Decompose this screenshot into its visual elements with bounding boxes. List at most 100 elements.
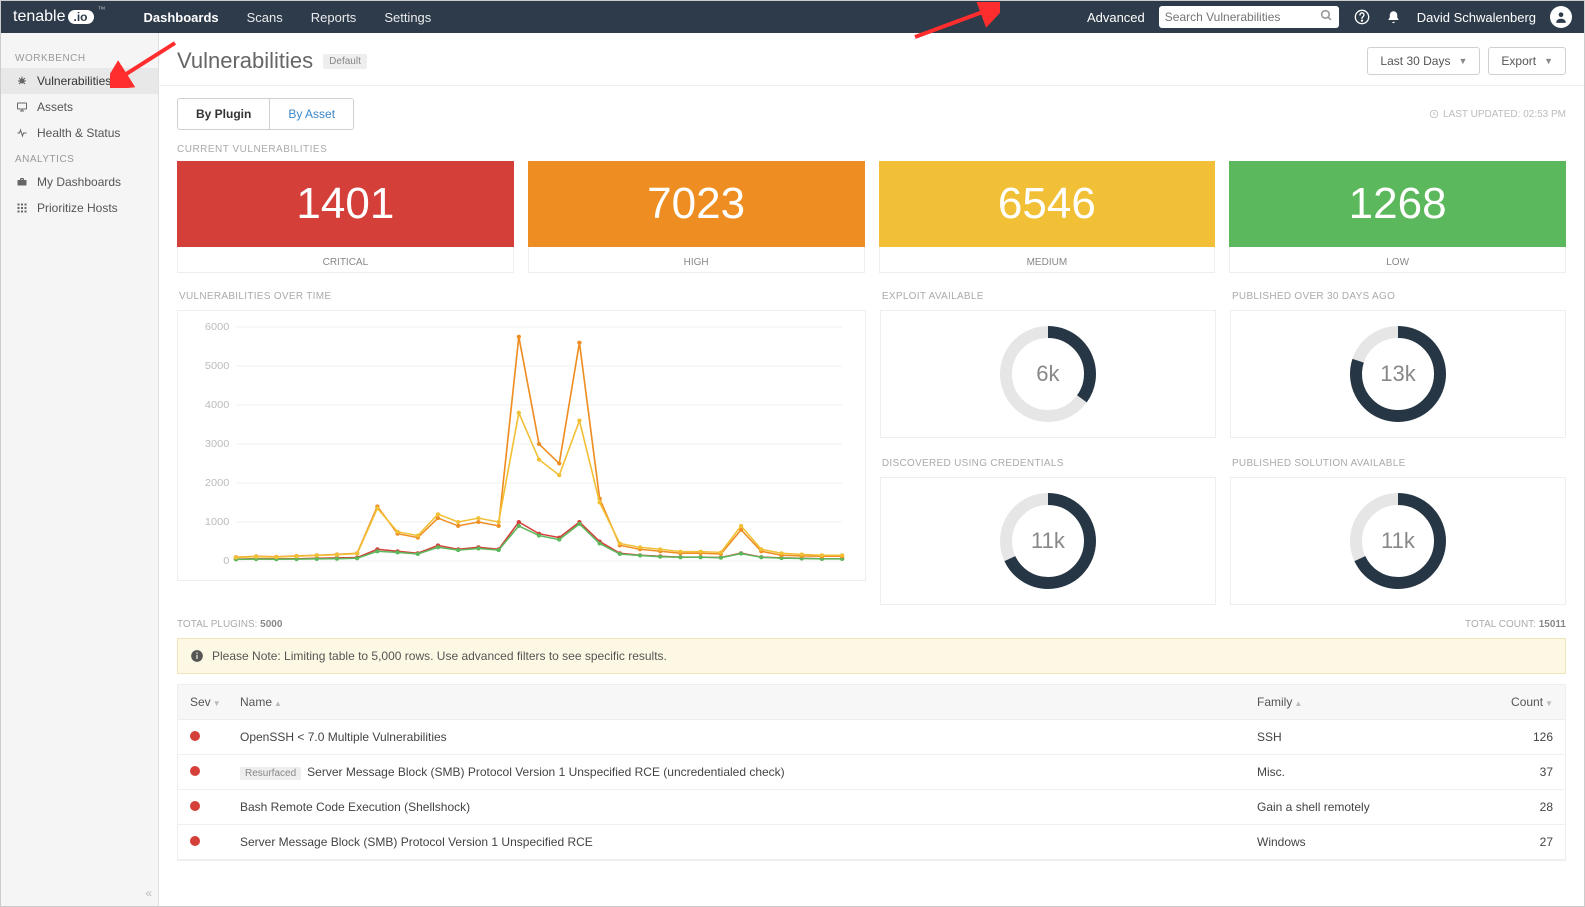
grid-icon: [15, 201, 29, 215]
card-label: HIGH: [528, 247, 865, 273]
donut-label: EXPLOIT AVAILABLE: [880, 277, 1216, 306]
summary-card-low[interactable]: 1268LOW: [1229, 161, 1566, 273]
cell-family: Gain a shell remotely: [1245, 790, 1485, 824]
donut-label: PUBLISHED SOLUTION AVAILABLE: [1230, 444, 1566, 473]
date-range-dropdown[interactable]: Last 30 Days ▼: [1367, 47, 1480, 75]
card-value: 1268: [1229, 161, 1566, 247]
donut-value: 6k: [998, 324, 1098, 424]
cell-sev: [178, 755, 228, 789]
sidebar-item-assets[interactable]: Assets: [1, 94, 158, 120]
card-value: 1401: [177, 161, 514, 247]
table-row[interactable]: OpenSSH < 7.0 Multiple VulnerabilitiesSS…: [178, 720, 1565, 755]
donut-value: 13k: [1348, 324, 1448, 424]
cell-count: 27: [1485, 825, 1565, 859]
svg-text:5000: 5000: [205, 360, 230, 371]
card-label: MEDIUM: [879, 247, 1216, 273]
search-icon: [1320, 9, 1333, 25]
cell-name: Server Message Block (SMB) Protocol Vers…: [228, 825, 1245, 859]
tab-by-plugin[interactable]: By Plugin: [178, 99, 269, 129]
cell-sev: [178, 790, 228, 824]
table-notice: Please Note: Limiting table to 5,000 row…: [177, 638, 1566, 674]
search-box[interactable]: [1159, 6, 1339, 28]
date-range-label: Last 30 Days: [1380, 54, 1450, 68]
summary-card-medium[interactable]: 6546MEDIUM: [879, 161, 1216, 273]
top-nav: tenable.io™ Dashboards Scans Reports Settin…: [1, 1, 1584, 33]
timechart-panel: 0100020003000400050006000: [177, 310, 866, 581]
card-label: LOW: [1229, 247, 1566, 273]
bug-icon: [15, 74, 29, 88]
sidebar: WORKBENCHVulnerabilitiesAssetsHealth & S…: [1, 33, 159, 906]
nav-settings[interactable]: Settings: [384, 10, 431, 25]
col-count[interactable]: Count▼: [1485, 685, 1565, 719]
cell-count: 126: [1485, 720, 1565, 754]
table-row[interactable]: ResurfacedServer Message Block (SMB) Pro…: [178, 755, 1565, 790]
page-title: Vulnerabilities: [177, 48, 313, 74]
summary-card-critical[interactable]: 1401CRITICAL: [177, 161, 514, 273]
cell-sev: [178, 825, 228, 859]
sidebar-section-workbench: WORKBENCH: [1, 45, 158, 68]
username[interactable]: David Schwalenberg: [1417, 10, 1536, 25]
default-badge: Default: [323, 54, 367, 69]
page-header: Vulnerabilities Default Last 30 Days ▼ Ex…: [159, 33, 1584, 86]
info-icon: [190, 649, 204, 663]
col-family[interactable]: Family▲: [1245, 685, 1485, 719]
summary-card-high[interactable]: 7023HIGH: [528, 161, 865, 273]
table-header: Sev▼ Name▲ Family▲ Count▼: [178, 685, 1565, 720]
cell-family: SSH: [1245, 720, 1485, 754]
col-name[interactable]: Name▲: [228, 685, 1245, 719]
help-icon[interactable]: [1353, 8, 1371, 26]
svg-text:2000: 2000: [205, 477, 230, 488]
timechart-label: VULNERABILITIES OVER TIME: [177, 277, 866, 306]
cell-name: OpenSSH < 7.0 Multiple Vulnerabilities: [228, 720, 1245, 754]
card-value: 6546: [879, 161, 1216, 247]
summary-section-label: CURRENT VULNERABILITIES: [159, 130, 1584, 161]
resurfaced-badge: Resurfaced: [240, 767, 301, 780]
table-row[interactable]: Bash Remote Code Execution (Shellshock)G…: [178, 790, 1565, 825]
donut-exploit-available[interactable]: 6k: [880, 310, 1216, 438]
nav-scans[interactable]: Scans: [247, 10, 283, 25]
cell-count: 37: [1485, 755, 1565, 789]
totals-row: TOTAL PLUGINS: 5000 TOTAL COUNT: 15011: [159, 605, 1584, 634]
nav-reports[interactable]: Reports: [311, 10, 357, 25]
cell-count: 28: [1485, 790, 1565, 824]
search-input[interactable]: [1165, 10, 1320, 24]
svg-text:4000: 4000: [205, 399, 230, 410]
cell-family: Misc.: [1245, 755, 1485, 789]
briefcase-icon: [15, 175, 29, 189]
table-row[interactable]: Server Message Block (SMB) Protocol Vers…: [178, 825, 1565, 860]
col-sev[interactable]: Sev▼: [178, 685, 228, 719]
export-dropdown[interactable]: Export▼: [1488, 47, 1566, 75]
view-tabs: By PluginBy Asset: [177, 98, 354, 130]
nav-dashboards[interactable]: Dashboards: [144, 10, 219, 25]
svg-text:1000: 1000: [205, 516, 230, 527]
sidebar-collapse[interactable]: «: [145, 886, 152, 900]
nav-links: Dashboards Scans Reports Settings: [144, 10, 432, 25]
svg-text:0: 0: [223, 555, 229, 566]
donut-label: PUBLISHED OVER 30 DAYS AGO: [1230, 277, 1566, 306]
pulse-icon: [15, 126, 29, 140]
summary-cards: 1401CRITICAL7023HIGH6546MEDIUM1268LOW: [159, 161, 1584, 273]
donut-published-over-days-ago[interactable]: 13k: [1230, 310, 1566, 438]
tab-by-asset[interactable]: By Asset: [269, 99, 353, 129]
cell-name: ResurfacedServer Message Block (SMB) Pro…: [228, 755, 1245, 789]
cell-sev: [178, 720, 228, 754]
bell-icon[interactable]: [1385, 8, 1403, 26]
vulnerabilities-table: Sev▼ Name▲ Family▲ Count▼ OpenSSH < 7.0 …: [177, 684, 1566, 861]
donut-value: 11k: [1348, 491, 1448, 591]
cell-name: Bash Remote Code Execution (Shellshock): [228, 790, 1245, 824]
sidebar-item-vulnerabilities[interactable]: Vulnerabilities: [1, 68, 158, 94]
avatar[interactable]: [1550, 6, 1572, 28]
chevron-down-icon: ▼: [1458, 56, 1467, 66]
logo[interactable]: tenable.io™: [13, 8, 104, 26]
donut-discovered-using-credentials[interactable]: 11k: [880, 477, 1216, 605]
advanced-link[interactable]: Advanced: [1087, 10, 1145, 25]
sidebar-item-prioritize-hosts[interactable]: Prioritize Hosts: [1, 195, 158, 221]
cell-family: Windows: [1245, 825, 1485, 859]
sidebar-item-health-status[interactable]: Health & Status: [1, 120, 158, 146]
donut-published-solution-available[interactable]: 11k: [1230, 477, 1566, 605]
sidebar-item-my-dashboards[interactable]: My Dashboards: [1, 169, 158, 195]
main-content: Vulnerabilities Default Last 30 Days ▼ Ex…: [159, 33, 1584, 906]
last-updated: LAST UPDATED: 02:53 PM: [1429, 109, 1566, 120]
card-label: CRITICAL: [177, 247, 514, 273]
logo-badge: .io: [68, 10, 94, 24]
